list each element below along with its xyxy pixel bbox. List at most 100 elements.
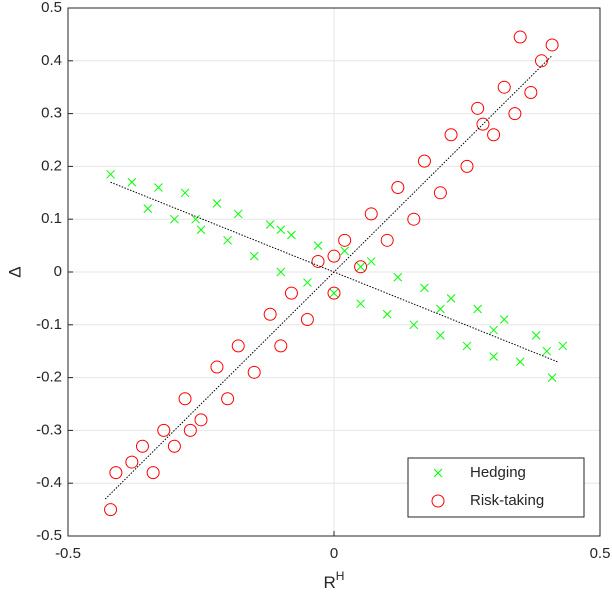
point <box>534 54 548 68</box>
y-tick-label: 0.1 <box>41 210 62 227</box>
point <box>356 262 365 272</box>
point <box>263 307 277 321</box>
point <box>191 214 201 224</box>
point <box>356 299 365 309</box>
point <box>135 439 149 453</box>
x-axis-label-superscript: H <box>336 569 345 583</box>
point <box>508 107 522 121</box>
point <box>354 260 368 274</box>
legend-label: Hedging <box>470 464 526 481</box>
x-tick-label: -0.5 <box>55 545 81 562</box>
y-tick-label: -0.4 <box>36 474 62 491</box>
point <box>436 331 445 340</box>
point <box>444 128 458 142</box>
axes-box <box>67 7 601 537</box>
point <box>513 30 527 44</box>
point <box>157 423 171 437</box>
y-tick-label: -0.1 <box>36 316 62 333</box>
point <box>284 286 298 300</box>
y-axis-label: Δ <box>5 266 24 277</box>
point <box>487 128 501 142</box>
point <box>223 235 232 245</box>
point <box>460 159 474 173</box>
point <box>499 315 509 324</box>
x-axis-label: RH <box>324 569 345 592</box>
point <box>167 439 181 453</box>
point <box>127 177 137 187</box>
legend-label: Risk-taking <box>470 492 544 509</box>
point <box>407 212 421 226</box>
point <box>391 181 405 195</box>
point <box>196 225 206 235</box>
point <box>393 272 403 282</box>
point <box>476 117 490 131</box>
point <box>210 360 224 374</box>
point <box>340 246 349 256</box>
point <box>274 339 288 353</box>
point <box>545 38 559 52</box>
point <box>313 241 323 250</box>
point <box>233 209 243 219</box>
point <box>327 286 341 300</box>
point <box>417 154 431 168</box>
point <box>524 85 538 99</box>
point <box>531 331 541 340</box>
y-tick-label: 0.5 <box>41 0 62 16</box>
point <box>433 186 447 200</box>
y-tick-label: -0.2 <box>36 369 62 386</box>
point <box>473 304 482 314</box>
point <box>212 199 222 208</box>
legend: Hedging Risk-taking <box>407 457 585 518</box>
point <box>436 304 445 314</box>
point <box>471 101 485 115</box>
point <box>515 357 525 367</box>
point <box>221 392 235 406</box>
point <box>106 169 115 179</box>
point <box>300 313 314 327</box>
point <box>364 207 378 221</box>
point <box>497 80 511 94</box>
point <box>180 188 190 198</box>
point <box>420 283 429 293</box>
point <box>311 254 325 268</box>
point <box>249 251 259 261</box>
x-tick-label: 0.5 <box>590 545 611 562</box>
point <box>366 257 376 266</box>
point <box>109 466 123 480</box>
point <box>462 341 472 351</box>
point <box>154 183 163 192</box>
point <box>265 220 275 229</box>
point <box>547 373 557 382</box>
point <box>125 455 139 469</box>
point <box>178 392 192 406</box>
point <box>329 288 339 298</box>
point <box>276 225 286 235</box>
point <box>231 339 245 353</box>
y-tick-label: 0.4 <box>41 52 62 69</box>
y-tick-label: 0 <box>54 263 62 280</box>
series <box>106 169 568 382</box>
point <box>287 230 296 240</box>
legend-marker <box>431 494 445 508</box>
point <box>104 503 118 517</box>
point <box>183 423 197 437</box>
x-axis-label-base: R <box>324 573 336 592</box>
point <box>558 341 568 351</box>
point <box>542 346 552 356</box>
point <box>170 214 179 224</box>
x-tick-label: 0 <box>330 545 338 562</box>
series <box>104 30 559 517</box>
point <box>338 233 352 247</box>
point <box>382 309 392 319</box>
point <box>409 320 419 330</box>
y-tick-label: 0.2 <box>41 157 62 174</box>
y-tick-label: -0.3 <box>36 421 62 438</box>
point <box>303 278 312 287</box>
point <box>489 352 498 361</box>
y-tick-label: 0.3 <box>41 105 62 122</box>
point <box>247 365 261 379</box>
point <box>489 325 498 335</box>
point <box>194 413 208 427</box>
